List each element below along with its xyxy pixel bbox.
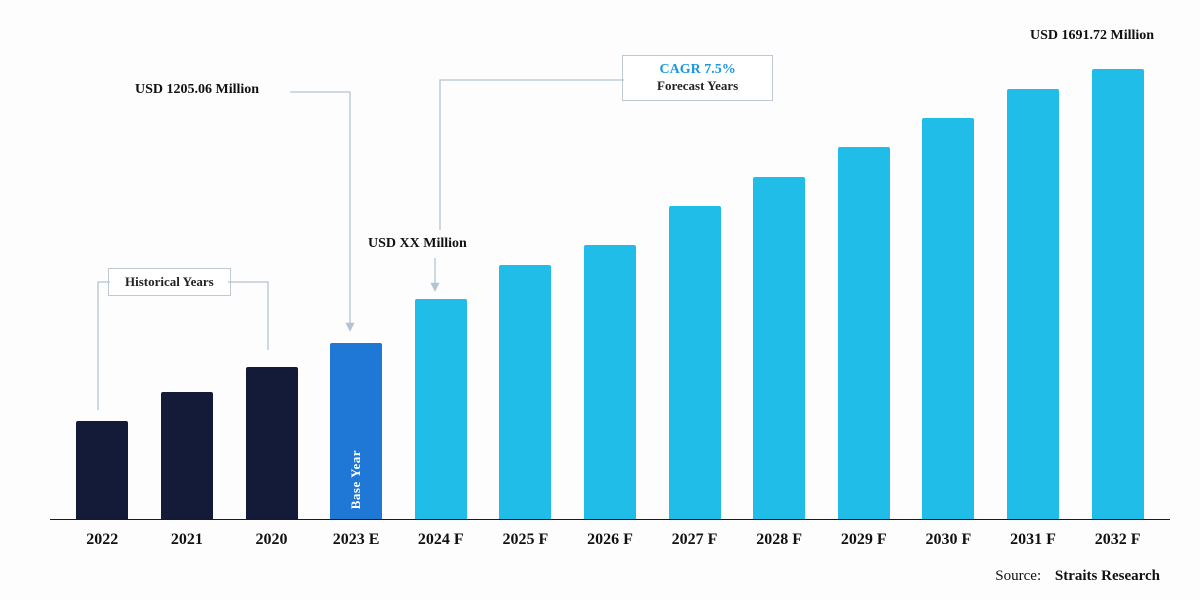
bar-slot: 2022 [60, 30, 145, 519]
x-axis-label: 2031 F [1010, 531, 1056, 549]
bar [499, 265, 551, 519]
bar-slot: 2027 F [652, 30, 737, 519]
bar [669, 206, 721, 519]
bar-slot: 2031 F [991, 30, 1076, 519]
x-axis-label: 2025 F [502, 531, 548, 549]
source-attribution: Source: Straits Research [995, 568, 1160, 585]
bar-slot: Base Year2023 E [314, 30, 399, 519]
bar-slot: 2024 F [398, 30, 483, 519]
bar [246, 367, 298, 519]
bar-slot: 2026 F [568, 30, 653, 519]
bar-slot: 2028 F [737, 30, 822, 519]
bar-slot: 2029 F [821, 30, 906, 519]
bar-slot: 2021 [145, 30, 230, 519]
source-brand: Straits Research [1055, 568, 1160, 584]
x-axis-label: 2020 [256, 531, 288, 549]
bar [838, 147, 890, 519]
plot-area: 202220212020Base Year2023 E2024 F2025 F2… [50, 30, 1170, 520]
x-axis-label: 2032 F [1095, 531, 1141, 549]
x-axis-label: 2024 F [418, 531, 464, 549]
bar [922, 118, 974, 519]
x-axis-label: 2028 F [756, 531, 802, 549]
bar [584, 245, 636, 519]
bar-slot: 2020 [229, 30, 314, 519]
x-axis-label: 2027 F [672, 531, 718, 549]
bars-group: 202220212020Base Year2023 E2024 F2025 F2… [50, 30, 1170, 519]
x-axis-label: 2026 F [587, 531, 633, 549]
bar [753, 177, 805, 519]
market-forecast-chart: USD 1205.06 Million USD XX Million USD 1… [0, 0, 1200, 600]
bar [1092, 69, 1144, 519]
bar [415, 299, 467, 519]
x-axis-label: 2023 E [333, 531, 380, 549]
bar [76, 421, 128, 519]
x-axis-label: 2029 F [841, 531, 887, 549]
bar [1007, 89, 1059, 519]
bar-slot: 2032 F [1075, 30, 1160, 519]
bar-slot: 2025 F [483, 30, 568, 519]
x-axis-label: 2030 F [926, 531, 972, 549]
x-axis-label: 2021 [171, 531, 203, 549]
x-axis-label: 2022 [86, 531, 118, 549]
base-year-label: Base Year [348, 450, 364, 509]
bar-slot: 2030 F [906, 30, 991, 519]
source-prefix: Source: [995, 568, 1041, 584]
bar [161, 392, 213, 519]
